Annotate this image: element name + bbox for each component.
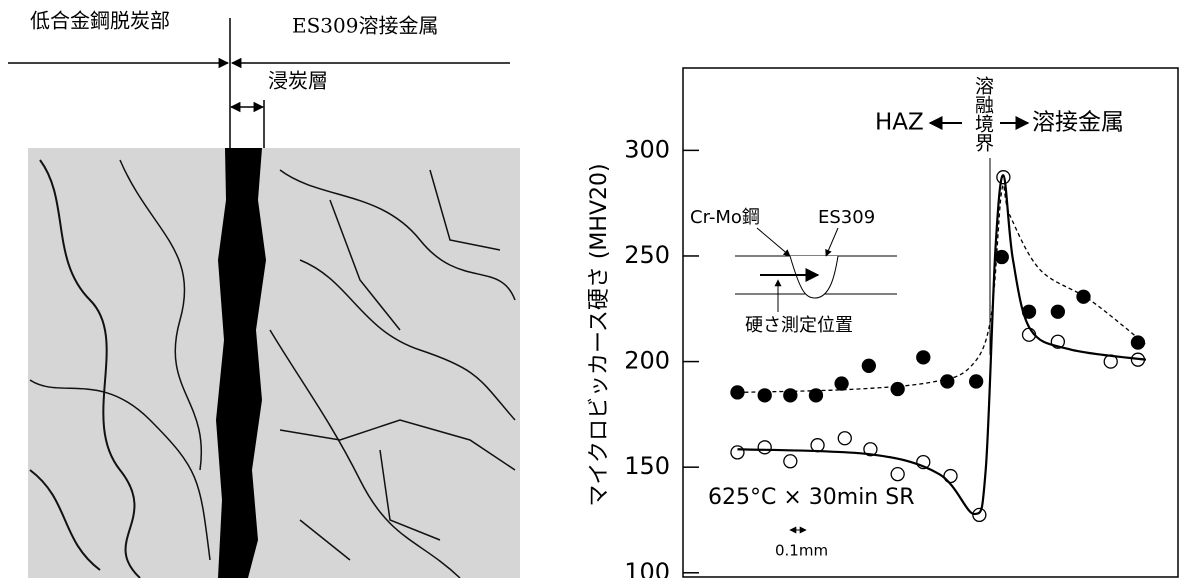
label: 浸炭層: [268, 69, 328, 93]
annotation: 溶接金属: [1032, 110, 1124, 136]
data-point: [758, 389, 771, 402]
y-tick-label: 250: [624, 241, 670, 269]
annotation: HAZ: [875, 110, 924, 136]
data-point: [1077, 290, 1090, 303]
data-point: [891, 468, 904, 481]
figure: 低合金鋼脱炭部 ES309溶接金属 浸炭層 マイクロビッカース硬さ (MHV20…: [0, 0, 1191, 578]
data-point: [862, 359, 875, 372]
data-point: [731, 446, 744, 459]
annotation: Cr-Mo鋼: [690, 207, 760, 228]
y-tick-label: 150: [624, 452, 670, 480]
annotation: 硬さ測定位置: [745, 315, 853, 336]
y-tick-label: 100: [624, 558, 670, 578]
y-tick-label: 300: [624, 135, 670, 163]
data-point: [758, 441, 771, 454]
micrograph: [28, 148, 520, 578]
y-axis-label: マイクロビッカース硬さ (MHV20): [587, 163, 612, 506]
data-point: [917, 351, 930, 364]
trend-line: [737, 185, 1145, 393]
trend-line: [737, 175, 1145, 514]
annotation: ES309: [818, 207, 875, 228]
annotation: 溶融境界: [972, 76, 994, 152]
data-point: [835, 377, 848, 390]
inset-diagram: [735, 228, 897, 312]
annotation: 0.1mm: [775, 542, 828, 560]
data-point: [941, 375, 954, 388]
label: 低合金鋼脱炭部: [30, 9, 170, 33]
data-point: [838, 432, 851, 445]
annotation: 625°C × 30min SR: [708, 485, 915, 510]
data-point: [811, 439, 824, 452]
label: ES309溶接金属: [292, 14, 438, 38]
data-point: [995, 251, 1008, 264]
data-point: [891, 383, 904, 396]
data-point: [970, 375, 983, 388]
data-point: [784, 455, 797, 468]
y-tick-label: 200: [624, 347, 670, 375]
data-point: [1051, 305, 1064, 318]
